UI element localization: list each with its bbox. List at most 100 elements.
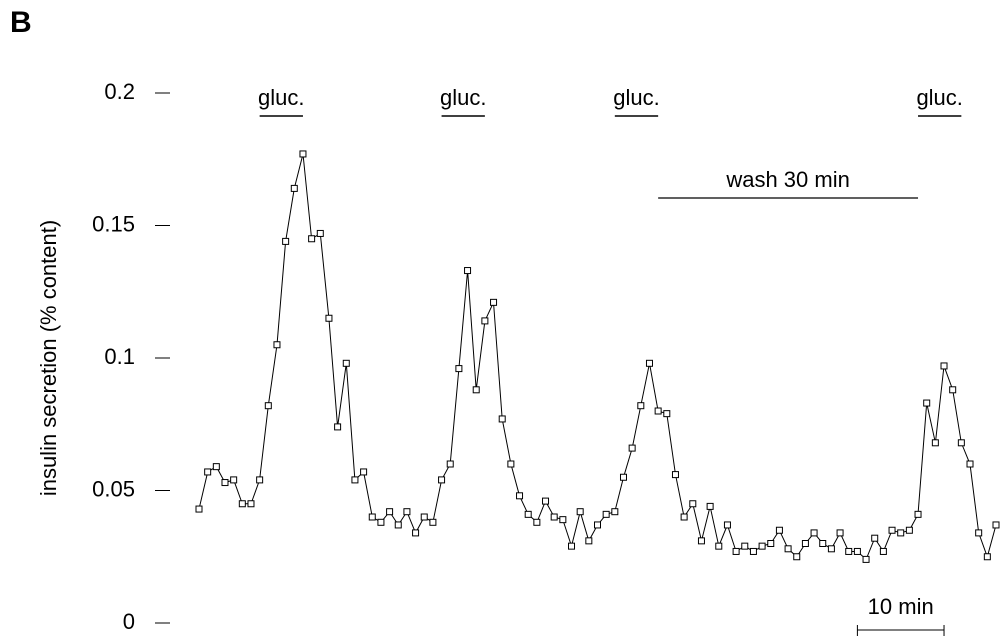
annotation-label: gluc. bbox=[916, 85, 962, 110]
data-point bbox=[455, 365, 463, 373]
data-point bbox=[810, 529, 818, 537]
data-point bbox=[594, 521, 601, 529]
data-point bbox=[429, 518, 437, 526]
data-point bbox=[351, 476, 359, 484]
data-point bbox=[862, 555, 870, 563]
data-point bbox=[386, 508, 394, 516]
data-point bbox=[628, 444, 636, 452]
data-point bbox=[611, 508, 619, 516]
y-tick-label: 0.05 bbox=[92, 476, 135, 501]
data-point bbox=[290, 184, 298, 192]
y-tick-label: 0 bbox=[123, 609, 135, 634]
data-point bbox=[247, 500, 255, 508]
y-tick-label: 0.2 bbox=[104, 79, 135, 104]
scale-bar-label: 10 min bbox=[868, 594, 934, 619]
data-point bbox=[585, 537, 593, 545]
data-point bbox=[516, 492, 524, 500]
data-point bbox=[507, 460, 515, 468]
data-point bbox=[368, 513, 376, 521]
data-point bbox=[775, 526, 783, 534]
data-point bbox=[758, 542, 766, 550]
y-tick-label: 0.1 bbox=[104, 344, 135, 369]
data-point bbox=[403, 508, 411, 516]
data-point bbox=[697, 537, 705, 545]
data-point bbox=[559, 516, 567, 524]
data-point bbox=[784, 545, 792, 553]
data-point bbox=[342, 359, 350, 367]
data-point bbox=[905, 526, 913, 534]
data-line bbox=[198, 153, 997, 561]
data-point bbox=[308, 235, 316, 243]
data-point bbox=[221, 479, 229, 487]
data-point bbox=[377, 518, 385, 526]
data-point bbox=[420, 513, 428, 521]
data-point bbox=[966, 460, 974, 468]
data-point bbox=[316, 229, 324, 237]
data-point bbox=[723, 521, 731, 529]
data-point bbox=[568, 542, 576, 550]
data-point bbox=[923, 399, 931, 407]
data-point bbox=[871, 534, 879, 542]
data-point bbox=[204, 468, 212, 476]
data-point bbox=[524, 510, 532, 518]
data-point bbox=[550, 513, 558, 521]
data-point bbox=[195, 505, 203, 513]
data-point bbox=[334, 423, 342, 431]
data-point bbox=[238, 500, 246, 508]
data-point bbox=[741, 542, 749, 550]
data-point bbox=[975, 529, 983, 537]
data-point bbox=[412, 529, 420, 537]
data-point bbox=[949, 386, 957, 394]
data-point bbox=[542, 497, 550, 505]
data-point bbox=[819, 540, 827, 547]
data-point bbox=[897, 529, 905, 537]
data-point bbox=[957, 439, 965, 447]
data-point bbox=[715, 542, 723, 550]
data-point bbox=[680, 513, 688, 521]
data-point bbox=[914, 510, 922, 518]
data-point bbox=[282, 237, 290, 245]
data-point bbox=[446, 460, 454, 468]
data-point bbox=[472, 386, 480, 394]
data-point bbox=[793, 553, 801, 561]
data-point bbox=[325, 314, 333, 322]
data-point bbox=[576, 508, 584, 516]
y-tick-label: 0.15 bbox=[92, 211, 135, 236]
annotation-label: gluc. bbox=[440, 85, 486, 110]
data-point bbox=[749, 547, 757, 555]
data-point bbox=[671, 471, 679, 479]
data-point bbox=[940, 362, 948, 370]
data-point bbox=[490, 298, 498, 306]
annotation-label: gluc. bbox=[613, 85, 659, 110]
y-axis-label: insulin secretion (% content) bbox=[36, 220, 61, 496]
data-point bbox=[619, 473, 627, 481]
data-point bbox=[438, 476, 446, 484]
data-point bbox=[481, 317, 489, 325]
panel-label: B bbox=[10, 6, 32, 39]
data-point bbox=[645, 359, 653, 367]
data-point bbox=[498, 415, 506, 423]
data-point bbox=[230, 476, 238, 484]
data-point bbox=[394, 521, 402, 529]
data-point bbox=[732, 547, 740, 555]
data-point bbox=[264, 402, 272, 410]
data-point bbox=[853, 547, 861, 555]
data-point bbox=[212, 463, 220, 471]
data-point bbox=[801, 540, 809, 547]
data-point bbox=[360, 468, 368, 476]
data-point bbox=[845, 547, 853, 555]
data-point bbox=[602, 510, 610, 518]
data-point bbox=[299, 150, 307, 158]
data-point bbox=[983, 553, 991, 561]
data-point bbox=[663, 410, 671, 418]
data-point bbox=[931, 439, 939, 447]
data-point bbox=[827, 545, 835, 553]
data-point bbox=[888, 526, 896, 534]
data-point bbox=[836, 529, 844, 537]
data-point bbox=[767, 540, 775, 547]
data-point bbox=[273, 341, 281, 349]
data-point bbox=[256, 476, 264, 484]
data-point bbox=[637, 402, 645, 410]
data-point bbox=[654, 407, 662, 415]
